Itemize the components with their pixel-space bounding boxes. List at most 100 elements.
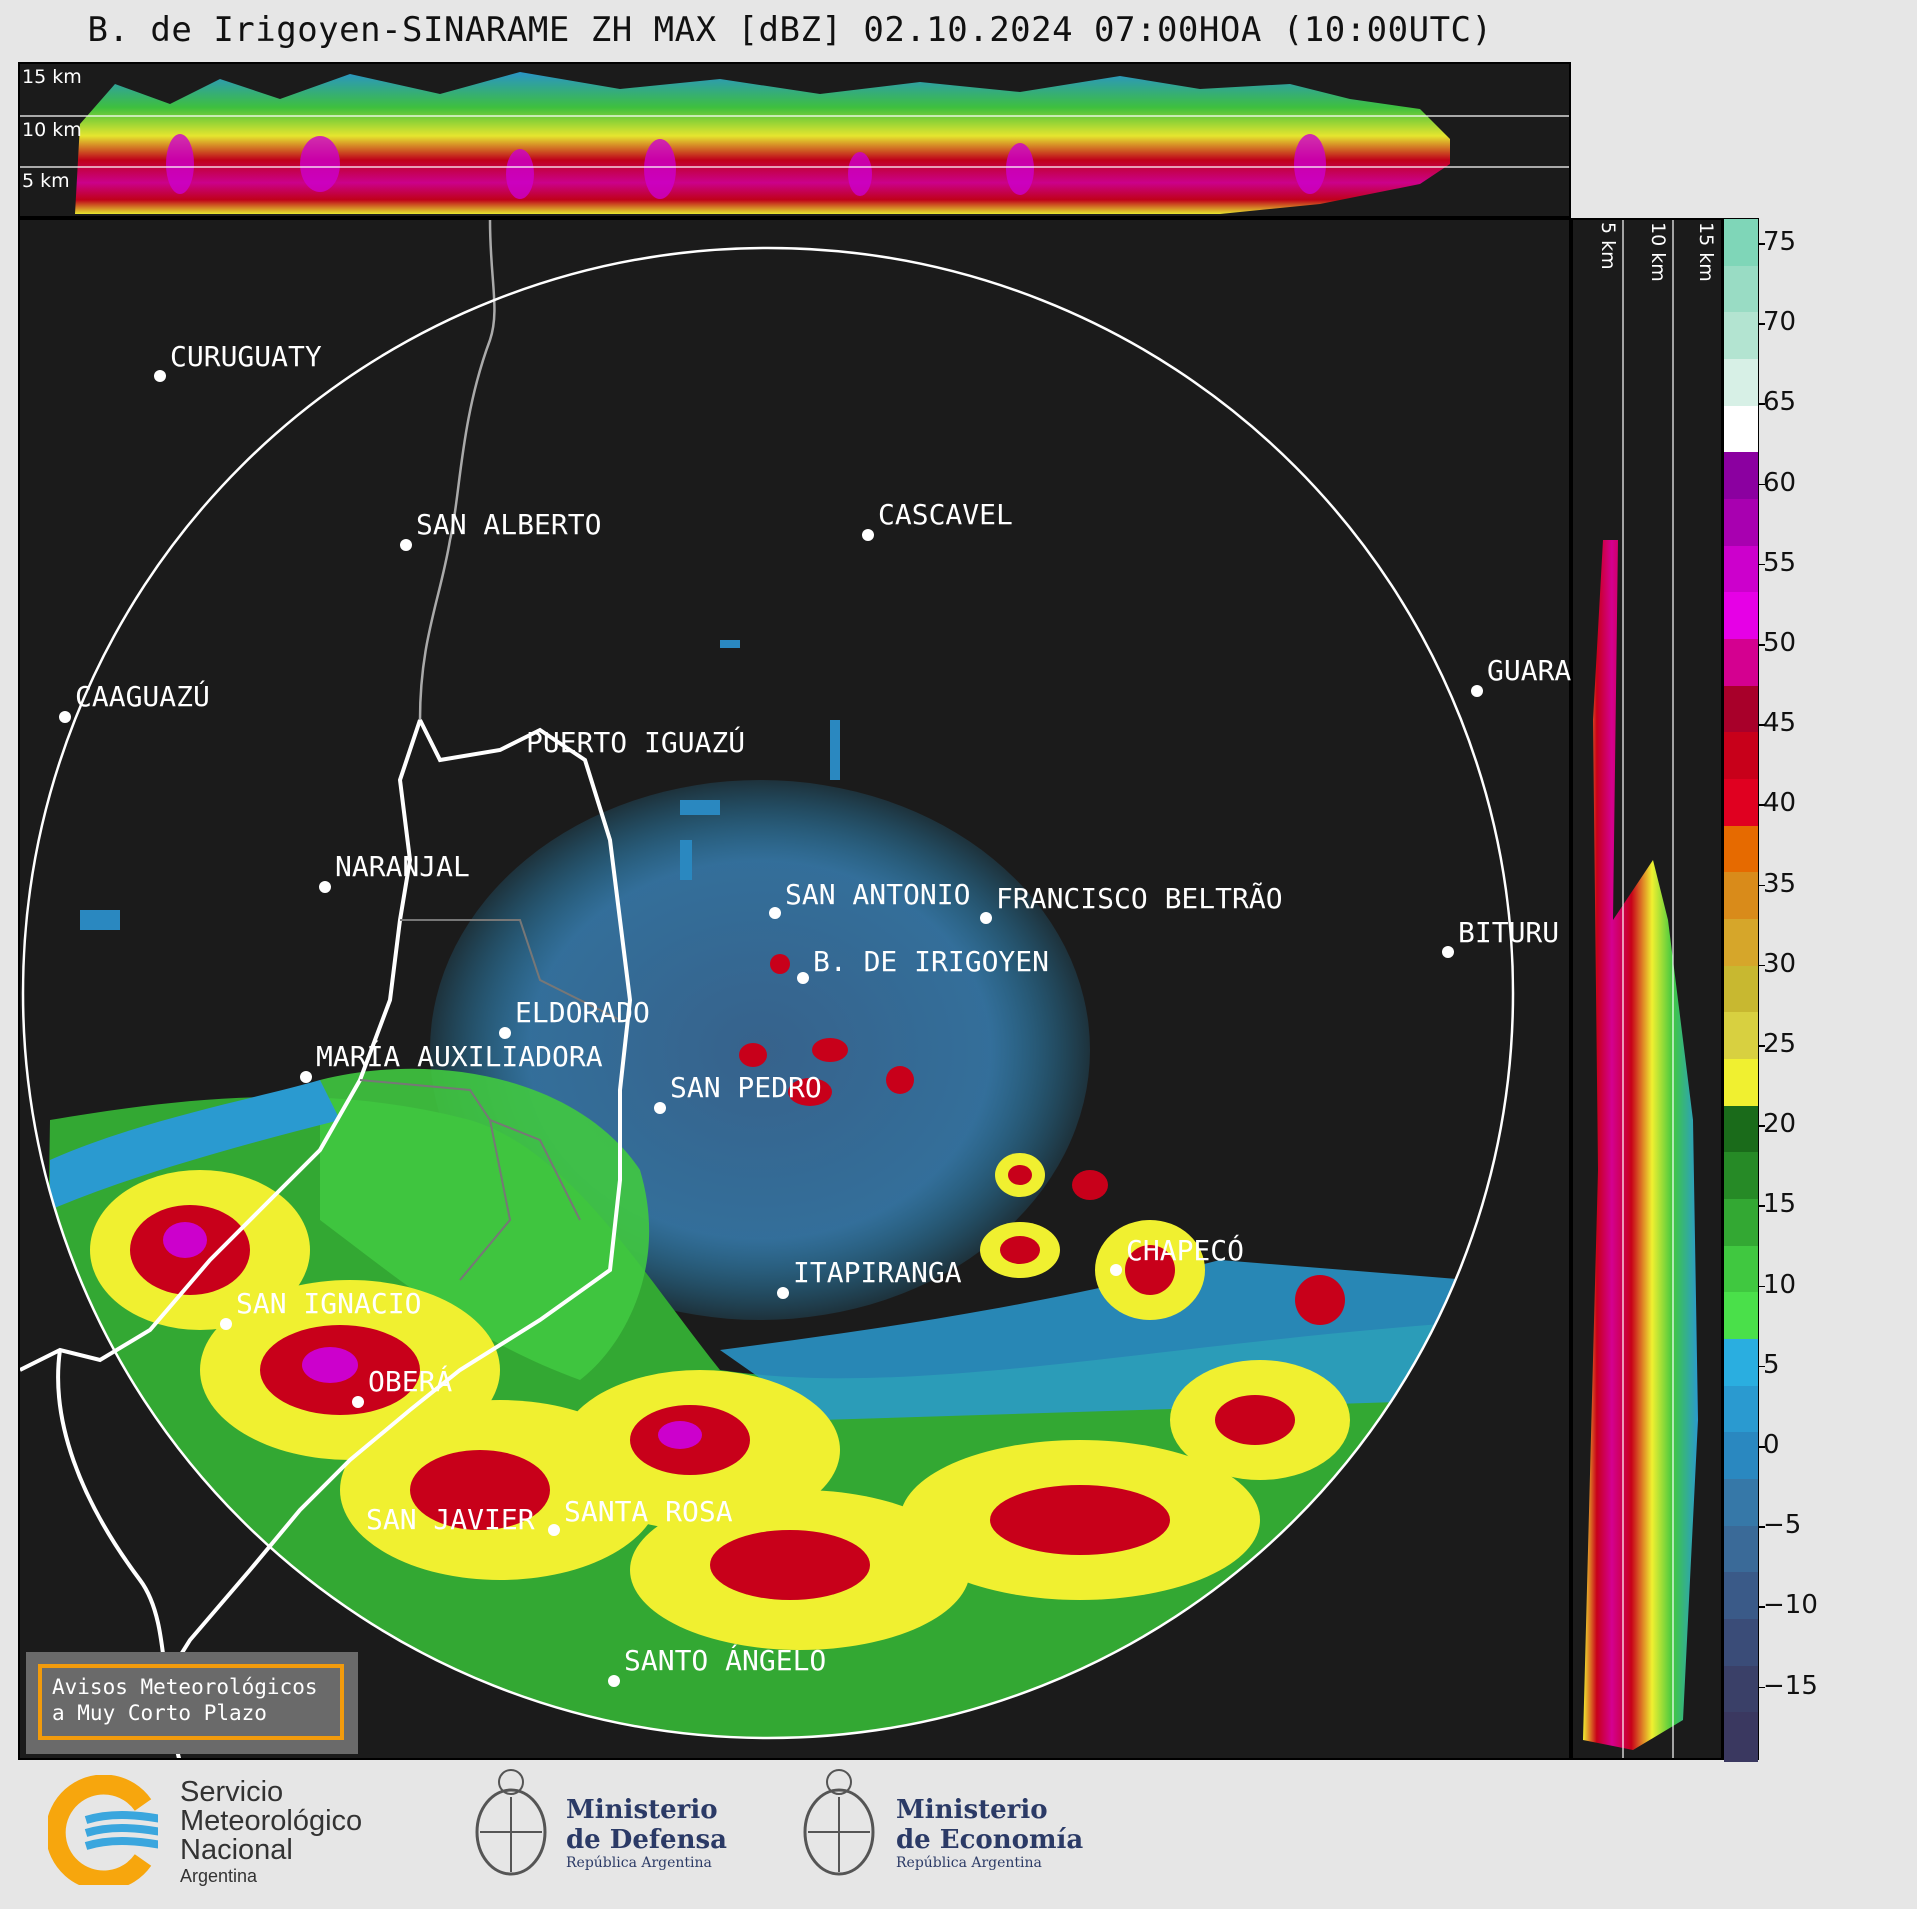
colorbar-tick-label: 55 xyxy=(1763,547,1797,578)
city-dot-eldorado xyxy=(499,1027,511,1039)
colorbar-segment xyxy=(1724,1525,1758,1576)
city-dot-san-antonio xyxy=(769,907,781,919)
city-dot-san-ignacio xyxy=(220,1318,232,1330)
warning-button[interactable]: Avisos Meteorológicos a Muy Corto Plazo xyxy=(38,1664,344,1740)
city-dot-santo-angelo xyxy=(608,1675,620,1687)
colorbar-segment xyxy=(1724,872,1758,923)
colorbar-tick-mark xyxy=(1759,1125,1765,1127)
colorbar-segment xyxy=(1724,732,1758,783)
colorbar-tick-mark xyxy=(1759,1606,1765,1608)
radar-map-svg xyxy=(20,220,1515,1758)
colorbar-tick-label: 15 xyxy=(1763,1189,1797,1220)
colorbar-tick-mark xyxy=(1759,563,1765,566)
colorbar-tick-label: −15 xyxy=(1763,1670,1818,1701)
department-boundaries xyxy=(359,919,621,1281)
city-label-francisco-beltrao: FRANCISCO BELTRÃO xyxy=(996,882,1283,915)
city-dot-cascavel xyxy=(862,529,874,541)
side-cross-section-panel: 5 km 10 km 15 km xyxy=(1571,218,1723,1760)
colorbar-tick-mark xyxy=(1759,483,1765,486)
colorbar-tick-mark xyxy=(1759,243,1765,245)
city-label-bituru: BITURU xyxy=(1458,916,1560,949)
defensa-text: Ministerio de Defensa República Argentin… xyxy=(566,1795,727,1871)
city-label-cascavel: CASCAVEL xyxy=(878,498,1013,531)
city-label-san-alberto: SAN ALBERTO xyxy=(416,508,602,541)
colorbar-segment xyxy=(1724,1665,1758,1716)
colorbar-tick-label: 10 xyxy=(1763,1269,1797,1300)
colorbar-segment xyxy=(1724,965,1758,1016)
city-dot-maria-auxiliadora xyxy=(300,1071,312,1083)
smn-line2: Meteorológico xyxy=(180,1805,363,1837)
city-dot-san-alberto xyxy=(400,539,412,551)
northern-echoes xyxy=(80,640,840,930)
side-label-5km: 5 km xyxy=(1597,222,1619,270)
city-dot-guara xyxy=(1471,685,1483,697)
city-label-b-de-irigoyen: B. DE IRIGOYEN xyxy=(813,945,1050,978)
colorbar-tick-label: 45 xyxy=(1763,708,1797,739)
colorbar-tick-label: 5 xyxy=(1763,1349,1780,1380)
colorbar-segment xyxy=(1724,1619,1758,1669)
colorbar-tick-label: 50 xyxy=(1763,628,1797,658)
economia-line1: Ministerio xyxy=(896,1795,1048,1825)
city-dot-chapeco xyxy=(1110,1264,1122,1276)
argentina-border-east xyxy=(138,719,633,1722)
dbz-colorbar xyxy=(1723,218,1759,1763)
defensa-line3: República Argentina xyxy=(566,1855,712,1871)
top-label-10km: 10 km xyxy=(22,119,82,141)
colorbar-tick-mark xyxy=(1759,644,1765,646)
colorbar-segment xyxy=(1724,592,1758,643)
colorbar-segment xyxy=(1724,1479,1758,1529)
colorbar-tick-label: −5 xyxy=(1763,1510,1802,1541)
city-dot-santa-rosa xyxy=(548,1524,560,1536)
top-cross-section-svg xyxy=(20,72,1569,214)
paraguay-brazil-border xyxy=(418,220,496,721)
colorbar-tick-mark xyxy=(1759,884,1765,887)
colorbar-segment xyxy=(1724,452,1758,503)
city-label-maria-auxiliadora: MARÍA AUXILIADORA xyxy=(316,1040,603,1073)
side-cross-section-svg xyxy=(1583,220,1698,1758)
argentina-border-west xyxy=(20,719,422,1372)
smn-line1: Servicio xyxy=(180,1776,284,1808)
colorbar-tick-mark xyxy=(1759,724,1765,726)
city-dot-itapiranga xyxy=(777,1287,789,1299)
colorbar-segment xyxy=(1724,639,1758,689)
city-label-naranjal: NARANJAL xyxy=(335,850,470,883)
colorbar-tick-mark xyxy=(1759,1285,1765,1288)
colorbar-segment xyxy=(1724,405,1758,456)
city-dot-francisco-beltrao xyxy=(980,912,992,924)
smn-text: Servicio Meteorológico Nacional Argentin… xyxy=(180,1778,362,1887)
colorbar-tick-label: 30 xyxy=(1763,948,1797,979)
smn-logo xyxy=(45,1774,167,1891)
colorbar-segment xyxy=(1724,1245,1758,1296)
colorbar-tick-mark xyxy=(1759,1205,1765,1207)
defensa-line1: Ministerio xyxy=(566,1795,718,1825)
city-label-eldorado: ELDORADO xyxy=(515,996,650,1029)
city-label-san-antonio: SAN ANTONIO xyxy=(785,878,971,911)
colorbar-tick-label: 60 xyxy=(1763,467,1797,498)
radar-map-panel xyxy=(18,218,1571,1760)
top-echo-profile xyxy=(75,72,1450,214)
city-label-curuguaty: CURUGUATY xyxy=(170,340,322,373)
colorbar-tick-label: −10 xyxy=(1763,1590,1818,1621)
colorbar-tick-mark xyxy=(1759,1446,1765,1448)
side-echo-profile xyxy=(1583,540,1698,1750)
range-ring xyxy=(21,246,1515,1740)
colorbar-segment xyxy=(1724,1385,1758,1436)
colorbar-tick-mark xyxy=(1759,1526,1765,1528)
colorbar-segment xyxy=(1724,545,1758,596)
city-label-guara: GUARA xyxy=(1487,654,1572,687)
warning-line1: Avisos Meteorológicos xyxy=(52,1675,318,1699)
economia-seal-icon xyxy=(800,1762,878,1897)
convective-cells xyxy=(90,954,1350,1650)
colorbar-tick-mark xyxy=(1759,1365,1765,1368)
colorbar-segment xyxy=(1724,1105,1758,1156)
city-label-san-ignacio: SAN IGNACIO xyxy=(236,1287,422,1320)
colorbar-segment xyxy=(1724,1712,1758,1763)
economia-line3: República Argentina xyxy=(896,1855,1042,1871)
colorbar-tick-mark xyxy=(1759,1686,1765,1689)
city-label-chapeco: CHAPECÓ xyxy=(1126,1234,1245,1267)
city-label-caaguazu: CAAGUAZÚ xyxy=(75,680,210,713)
city-dot-caaguazu xyxy=(59,711,71,723)
smn-line3: Nacional xyxy=(180,1834,293,1866)
colorbar-segment xyxy=(1724,1572,1758,1623)
colorbar-segment xyxy=(1724,1059,1758,1109)
